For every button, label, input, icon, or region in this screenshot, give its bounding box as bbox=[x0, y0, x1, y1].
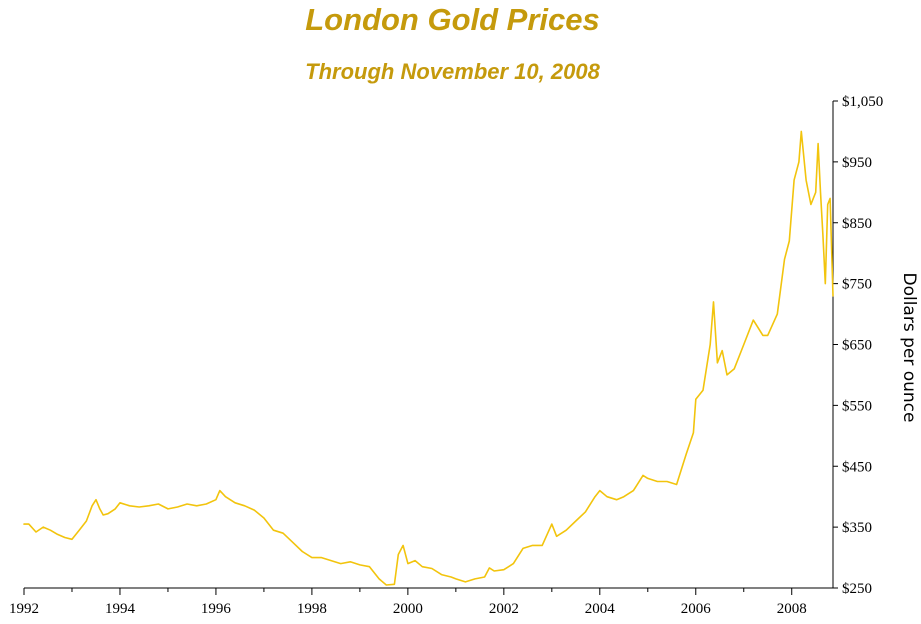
x-tick-label: 2002 bbox=[489, 601, 519, 617]
x-tick-label: 1996 bbox=[201, 601, 232, 617]
y-tick-label: $550 bbox=[842, 398, 872, 414]
y-tick-label: $450 bbox=[842, 459, 872, 475]
chart-ticks bbox=[23, 100, 838, 595]
chart-title: London Gold Prices bbox=[305, 2, 600, 37]
x-tick-label: 1992 bbox=[9, 601, 39, 617]
chart-axes bbox=[24, 101, 834, 589]
y-tick-label: $950 bbox=[842, 155, 872, 171]
x-tick-label: 2004 bbox=[585, 601, 616, 617]
y-tick-label: $850 bbox=[842, 216, 872, 232]
chart-subtitle: Through November 10, 2008 bbox=[305, 59, 600, 84]
series-line-gold-price bbox=[23, 130, 834, 586]
x-tick-label: 2000 bbox=[393, 601, 423, 617]
y-tick-label: $750 bbox=[842, 277, 872, 293]
y-tick-label: $650 bbox=[842, 338, 872, 354]
x-tick-label: 2006 bbox=[681, 601, 712, 617]
y-axis-title: Dollars per ounce bbox=[899, 272, 919, 422]
x-tick-label: 2008 bbox=[777, 601, 807, 617]
y-tick-label: $1,050 bbox=[842, 94, 883, 110]
x-tick-label: 1998 bbox=[297, 601, 327, 617]
chart-tick-labels: 1992 1994 1996 1998 2000 2002 2004 2006 2008 $250… bbox=[9, 94, 883, 617]
x-tick-label: 1994 bbox=[105, 601, 136, 617]
chart-series bbox=[23, 130, 834, 586]
y-tick-label: $350 bbox=[842, 520, 872, 536]
y-tick-label: $250 bbox=[842, 581, 872, 597]
